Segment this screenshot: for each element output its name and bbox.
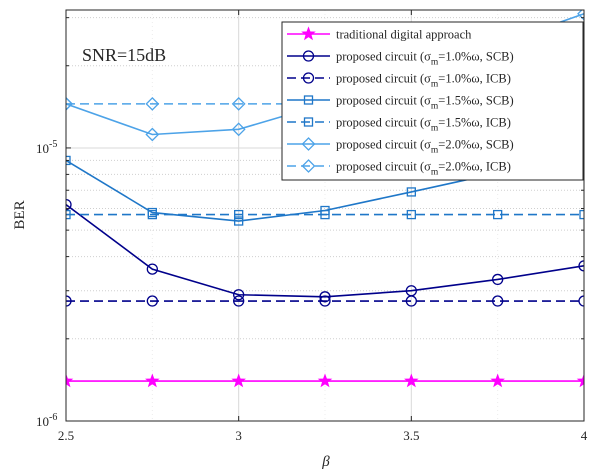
square-marker — [320, 209, 330, 220]
circle-marker — [578, 295, 584, 307]
legend-label: proposed circuit (σm=1.5%ω, ICB) — [336, 116, 511, 134]
x-tick-label: 2.5 — [58, 428, 74, 443]
series-0 — [66, 373, 584, 388]
series-layer — [66, 10, 584, 388]
circle-marker — [146, 263, 158, 275]
circle-marker — [492, 273, 504, 286]
diamond-marker — [66, 96, 73, 111]
legend-label: proposed circuit (σm=1.5%ω, SCB) — [336, 94, 514, 112]
diamond-marker — [577, 10, 584, 21]
legend-entry: traditional digital approach — [287, 26, 472, 42]
circle-marker — [233, 295, 245, 307]
circle-marker — [319, 295, 331, 307]
diamond-marker — [231, 122, 246, 137]
square-marker — [406, 187, 416, 197]
x-axis-label: β — [321, 454, 330, 470]
star-marker — [145, 373, 160, 388]
star-marker — [231, 373, 246, 388]
square-marker — [147, 209, 157, 220]
square-marker — [66, 209, 71, 220]
square-marker — [493, 209, 503, 220]
square-marker — [406, 209, 416, 220]
star-marker — [404, 373, 419, 388]
circle-marker — [233, 289, 245, 301]
legend-entry: proposed circuit (σm=2.0%ω, ICB) — [287, 159, 511, 178]
series-line — [66, 203, 584, 298]
circle-marker — [302, 50, 315, 62]
circle-marker — [405, 295, 417, 307]
circle-marker — [302, 72, 315, 84]
legend-label: proposed circuit (σm=1.0%ω, SCB) — [336, 50, 514, 68]
y-axis-label: BER — [12, 200, 28, 229]
square-marker — [579, 209, 584, 220]
legend-label: proposed circuit (σm=1.0%ω, ICB) — [336, 72, 511, 90]
square-marker — [234, 209, 244, 220]
square-marker — [303, 117, 314, 127]
legend-label: proposed circuit (σm=2.0%ω, SCB) — [336, 138, 514, 156]
circle-marker — [578, 260, 584, 272]
x-tick-label: 3.5 — [403, 428, 419, 443]
axes-box — [65, 9, 585, 422]
legend-label: traditional digital approach — [336, 28, 472, 42]
star-marker — [576, 373, 584, 388]
star-marker — [66, 373, 74, 388]
legend-entry: proposed circuit (σm=1.0%ω, SCB) — [287, 50, 514, 68]
x-tick-label: 3 — [235, 428, 242, 443]
legend-entry: proposed circuit (σm=1.5%ω, ICB) — [287, 116, 511, 134]
legend-entry: proposed circuit (σm=1.5%ω, SCB) — [287, 94, 514, 112]
circle-marker — [66, 198, 72, 211]
diamond-marker — [231, 96, 246, 111]
circle-marker — [146, 295, 158, 307]
series-4 — [66, 209, 584, 220]
circle-marker — [66, 295, 72, 307]
circle-marker — [492, 295, 504, 307]
star-marker — [317, 373, 333, 388]
y-tick-label: 10-5 — [36, 139, 57, 156]
legend-entry: proposed circuit (σm=1.0%ω, ICB) — [287, 72, 511, 90]
square-marker — [66, 155, 71, 166]
snr-annotation: SNR=15dB — [82, 45, 166, 65]
legend-box — [281, 21, 584, 181]
diamond-marker — [301, 159, 316, 173]
star-marker — [490, 373, 505, 388]
legend: traditional digital approach proposed cir… — [281, 21, 584, 181]
y-tick-label: 10-6 — [36, 412, 57, 429]
diamond-marker — [145, 96, 160, 111]
x-tick-label: 4 — [581, 428, 588, 443]
diamond-marker — [145, 127, 160, 142]
legend-entry: proposed circuit (σm=2.0%ω, SCB) — [287, 137, 514, 156]
square-marker — [234, 216, 244, 226]
square-marker — [303, 95, 314, 105]
series-2 — [66, 295, 584, 307]
legend-label: proposed circuit (σm=2.0%ω, ICB) — [336, 160, 511, 178]
diamond-marker — [301, 137, 316, 151]
axis-ticks: 2.5 3 3.5 4 10-6 10-5 — [36, 10, 588, 443]
star-marker — [301, 26, 316, 41]
